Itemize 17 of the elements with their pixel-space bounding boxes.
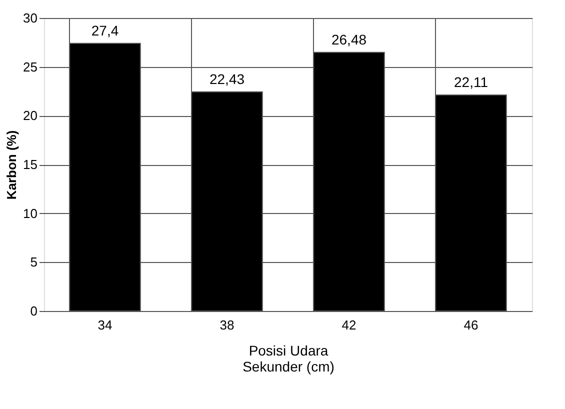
x-axis-title: Posisi Udara Sekunder (cm) (242, 342, 334, 374)
x-tick-label: 42 (342, 318, 356, 332)
y-tick-label: 25 (23, 59, 38, 74)
data-label: 22,43 (209, 70, 245, 87)
x-tick-label: 38 (220, 318, 234, 332)
y-axis-title: Karbon (%) (4, 130, 20, 200)
x-tick-label: 34 (98, 318, 112, 332)
data-label: 22,11 (454, 74, 488, 90)
x-tick-label: 46 (464, 318, 478, 332)
y-tick-label: 10 (23, 206, 38, 221)
data-label: 26,48 (331, 31, 367, 48)
data-label: 27,4 (91, 22, 119, 38)
y-tick-label: 15 (23, 157, 38, 172)
y-tick-label: 30 (23, 10, 38, 26)
y-tick-label: 5 (30, 254, 38, 270)
y-tick-label: 0 (30, 304, 38, 318)
y-tick-label: 20 (23, 108, 38, 124)
